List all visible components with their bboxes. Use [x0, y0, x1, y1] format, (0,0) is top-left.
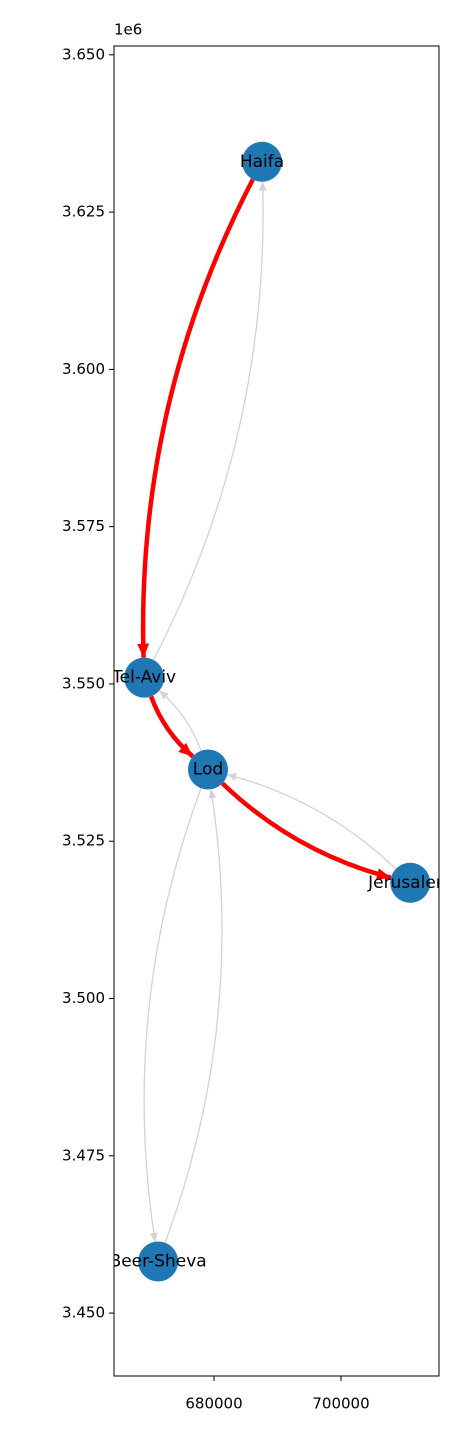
edge — [143, 788, 202, 1242]
edge — [148, 695, 195, 759]
edge — [152, 181, 267, 661]
edge — [137, 178, 255, 658]
y-tick-label: 3.575 — [62, 517, 105, 535]
y-tick-label: 3.450 — [62, 1304, 105, 1322]
axes-frame — [113, 45, 440, 1377]
y-tick-label: 3.625 — [62, 203, 105, 221]
y-tick-label: 3.550 — [62, 674, 105, 692]
x-tick-label: 680000 — [185, 1395, 242, 1413]
y-tick-label: 3.500 — [62, 989, 105, 1007]
edge — [158, 690, 202, 751]
node — [124, 657, 165, 698]
edge — [220, 781, 392, 880]
node — [390, 862, 431, 903]
node-label: Haifa — [240, 152, 284, 172]
node-label: Lod — [193, 760, 223, 780]
node-label: Beer-Sheva — [110, 1251, 207, 1271]
edge — [227, 772, 397, 870]
y-offset-label: 1e6 — [114, 21, 142, 39]
y-tick-label: 3.525 — [62, 832, 105, 850]
node — [138, 1241, 179, 1282]
x-tick-label: 700000 — [312, 1395, 369, 1413]
node-label: Jerusalem — [367, 873, 452, 893]
node — [242, 141, 283, 182]
y-tick-label: 3.600 — [62, 360, 105, 378]
y-tick-label: 3.650 — [62, 45, 105, 63]
plot-area: Haifa Tel-Aviv Lod Jerusalem Beer-Sheva — [110, 141, 452, 1282]
y-tick-label: 3.475 — [62, 1146, 105, 1164]
node — [187, 749, 228, 790]
edge — [164, 789, 223, 1243]
node-label: Tel-Aviv — [111, 668, 176, 688]
